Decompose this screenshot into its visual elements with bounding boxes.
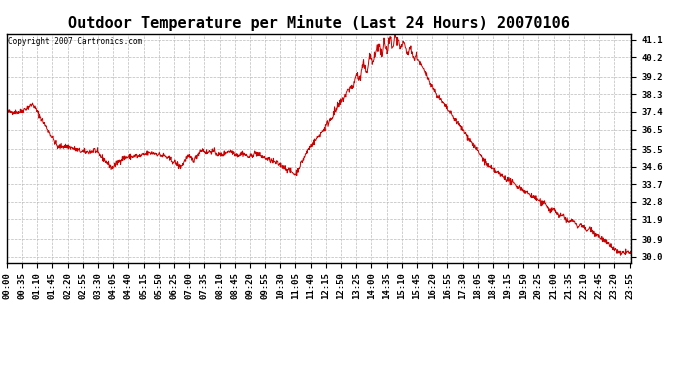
Title: Outdoor Temperature per Minute (Last 24 Hours) 20070106: Outdoor Temperature per Minute (Last 24 … (68, 15, 570, 31)
Text: Copyright 2007 Cartronics.com: Copyright 2007 Cartronics.com (8, 37, 142, 46)
